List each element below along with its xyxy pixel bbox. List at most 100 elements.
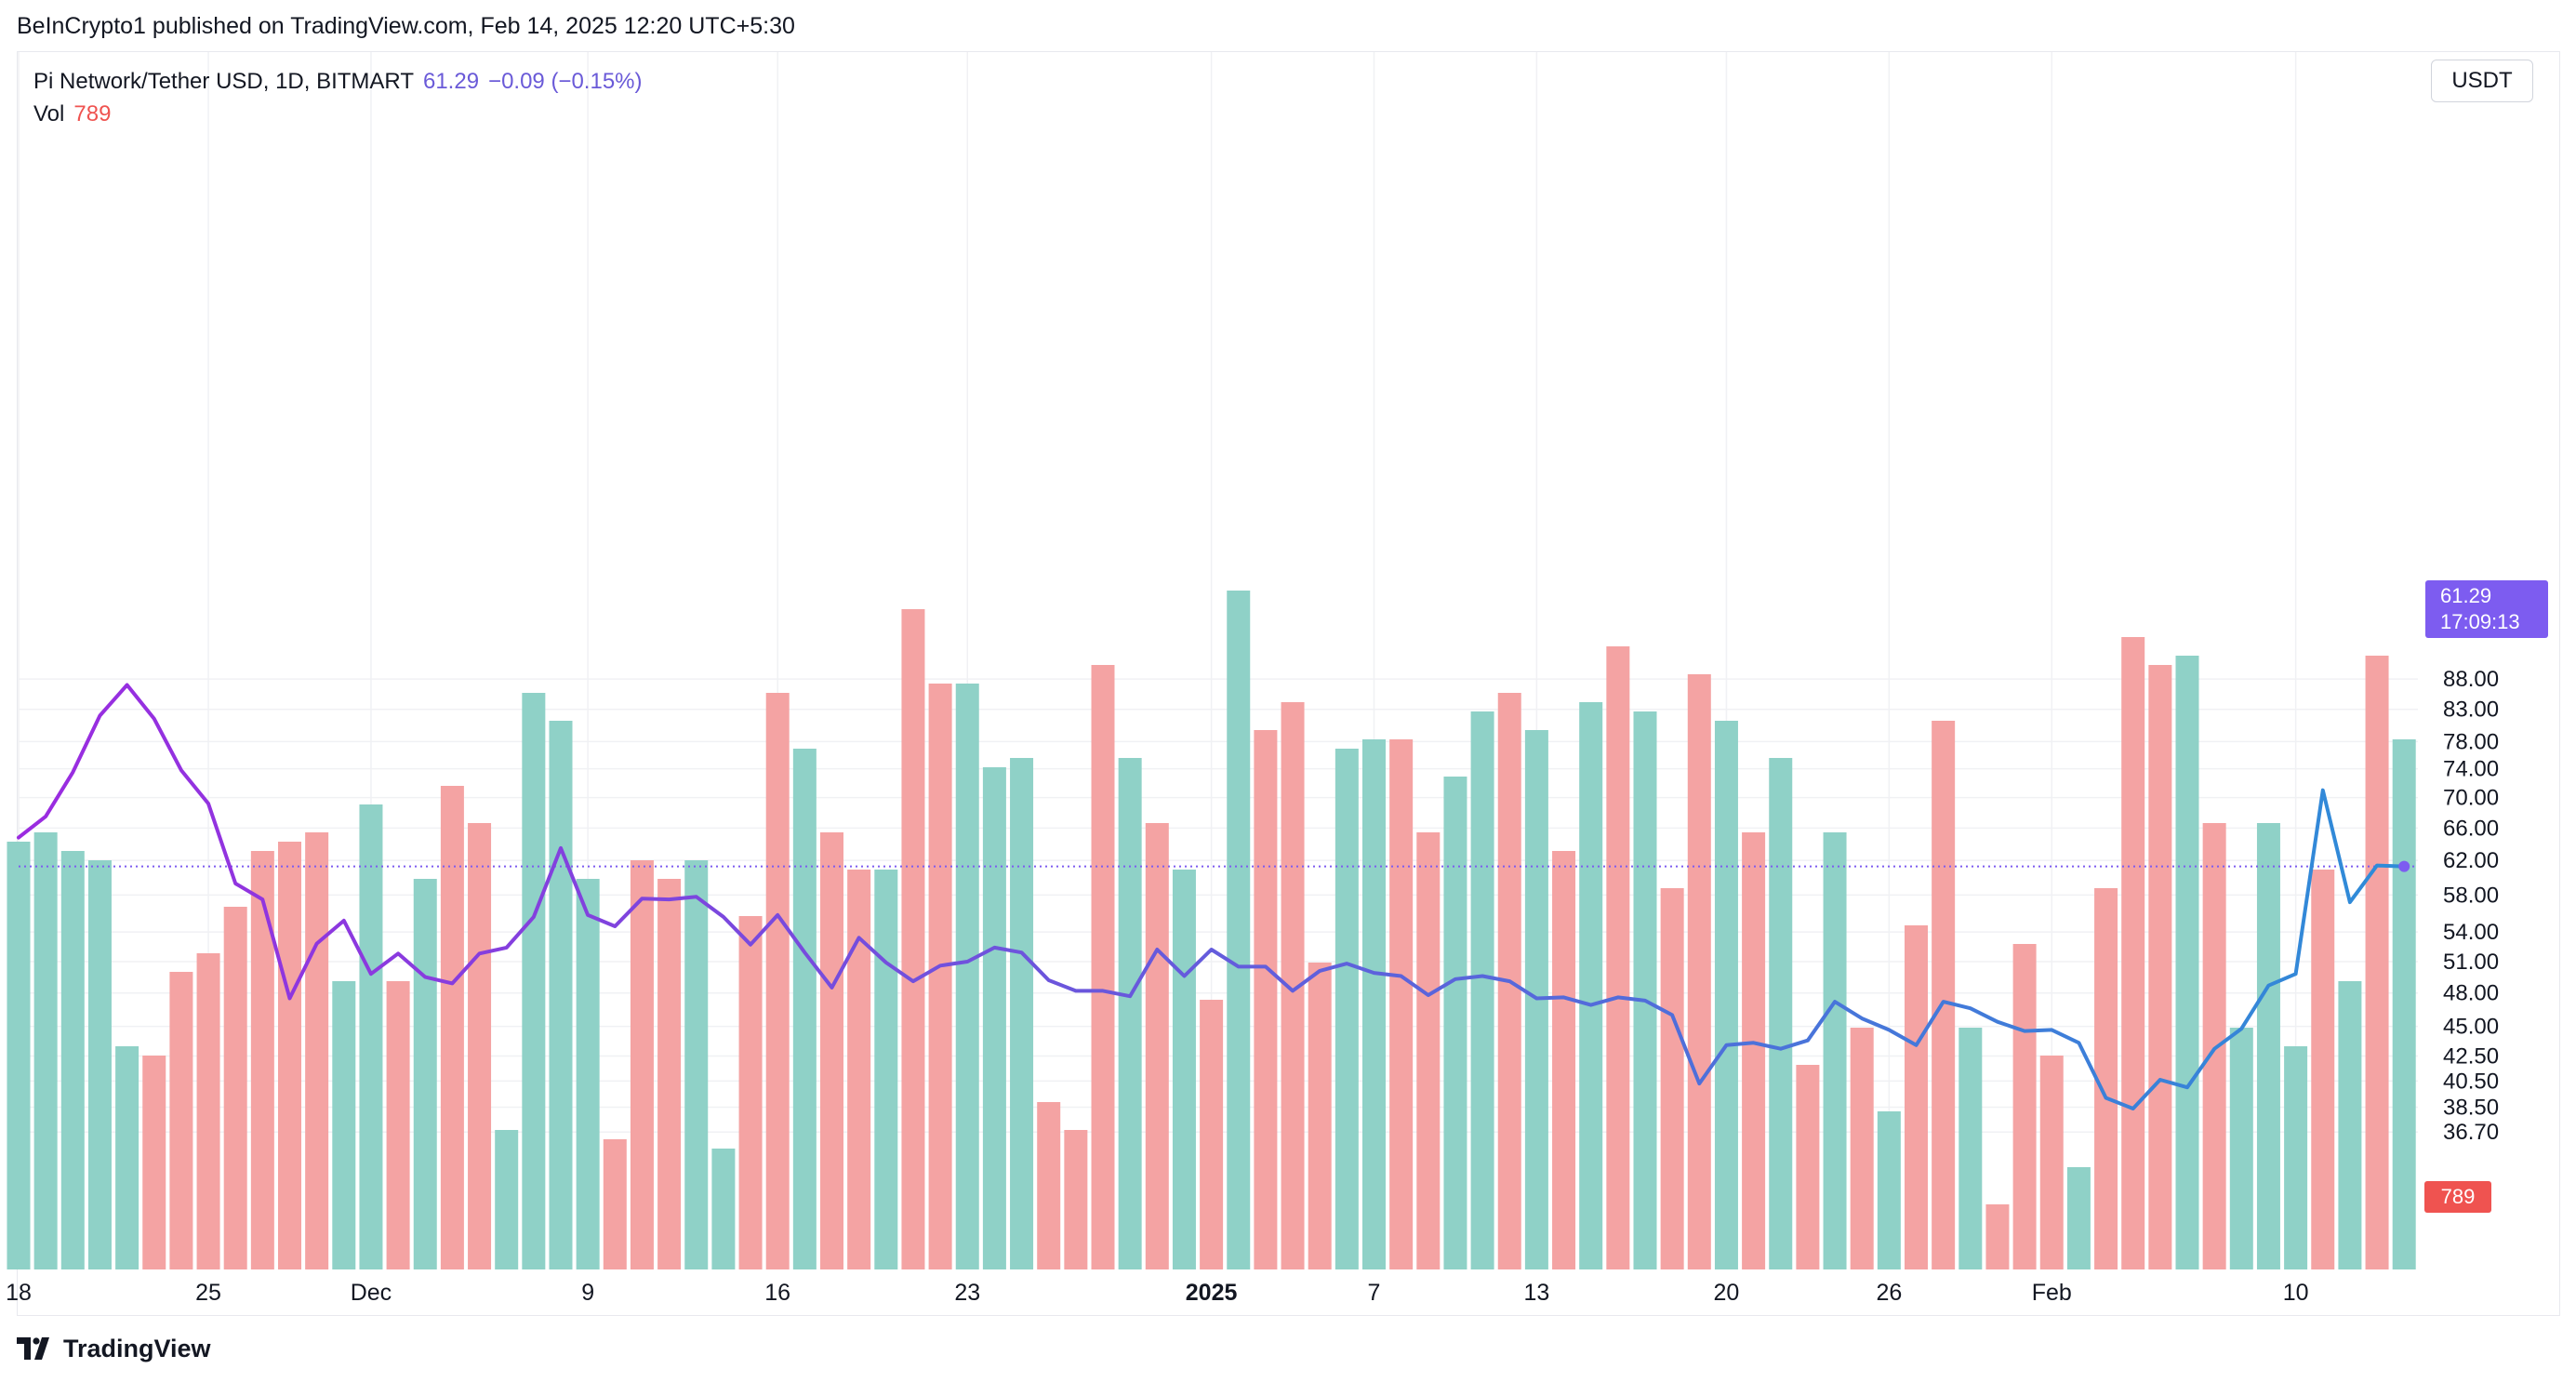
volume-bar [2202, 823, 2226, 1269]
price-axis-label: 66.00 [2443, 816, 2499, 841]
price-axis-label: 40.50 [2443, 1069, 2499, 1094]
volume-bar [250, 851, 274, 1269]
price-axis-label: 62.00 [2443, 848, 2499, 873]
tradingview-brand[interactable]: TradingView [17, 1333, 211, 1364]
publisher-byline: BeInCrypto1 published on TradingView.com… [17, 13, 795, 39]
last-price-badge-value: 61.29 [2440, 584, 2492, 607]
series-title: Pi Network/Tether USD, 1D, BITMART [33, 69, 414, 94]
price-axis-label: 74.00 [2443, 757, 2499, 782]
volume-bar [1010, 758, 1034, 1269]
volume-bars [7, 591, 2416, 1269]
volume-bar [792, 749, 817, 1269]
volume-bar [2148, 665, 2172, 1269]
legend-last-price: 61.29 [422, 69, 480, 94]
volume-bar [549, 721, 573, 1269]
volume-bar [1850, 1028, 1874, 1269]
bar-countdown: 17:09:13 [2440, 610, 2520, 633]
chart-legend: Pi Network/Tether USD, 1D, BITMART 61.29−… [33, 65, 643, 130]
volume-bar [1905, 925, 1928, 1269]
volume-bar [2284, 1046, 2308, 1269]
time-axis-label: Feb [2032, 1280, 2072, 1306]
volume-bar [1714, 721, 1738, 1269]
time-axis-label: 7 [1368, 1280, 1381, 1306]
volume-bar [1091, 665, 1115, 1269]
volume-bar [820, 832, 843, 1269]
legend-volume-row: Vol 789 [33, 98, 643, 130]
last-price-badge: 61.29 17:09:13 [2425, 580, 2548, 638]
volume-bar [2338, 981, 2362, 1269]
volume-bar [87, 860, 112, 1269]
time-axis-label: 2025 [1186, 1280, 1238, 1306]
volume-bar [1362, 739, 1386, 1269]
brand-name: TradingView [63, 1334, 211, 1362]
volume-bar [847, 870, 871, 1269]
last-volume-badge: 789 [2424, 1181, 2491, 1213]
volume-bar [630, 860, 654, 1269]
volume-bar [332, 981, 356, 1269]
volume-bar [1064, 1130, 1088, 1269]
legend-series-row: Pi Network/Tether USD, 1D, BITMART 61.29−… [33, 65, 643, 98]
volume-bar [1416, 832, 1441, 1269]
price-line [17, 683, 2407, 1110]
volume-bar [2039, 1056, 2064, 1269]
volume-bar [2311, 870, 2335, 1269]
volume-bar [1389, 739, 1414, 1269]
volume-bar [2175, 656, 2199, 1269]
volume-bar [2365, 656, 2389, 1269]
volume-bar [874, 870, 898, 1269]
volume-bar [1985, 1204, 2010, 1269]
currency-unit-button[interactable]: USDT [2431, 60, 2533, 102]
volume-bar [1796, 1065, 1820, 1269]
volume-bar [1145, 823, 1169, 1269]
price-axis: 88.00 83.00 78.00 74.00 70.00 66.00 62.00 58.00… [2443, 667, 2499, 1145]
volume-bar [1687, 674, 1711, 1269]
volume-bar [2066, 1167, 2091, 1269]
price-axis-label: 51.00 [2443, 950, 2499, 975]
time-axis-label: 16 [764, 1280, 790, 1306]
volume-bar [1172, 870, 1196, 1269]
volume-bar [1552, 851, 1576, 1269]
volume-bar [142, 1056, 166, 1269]
volume-label: Vol [33, 101, 65, 126]
volume-bar [1606, 646, 1630, 1269]
volume-bar [1579, 702, 1603, 1269]
volume-bar [278, 842, 301, 1269]
chart-frame[interactable] [17, 51, 2560, 1316]
volume-bar [928, 684, 952, 1269]
time-axis-label: 26 [1876, 1280, 1902, 1306]
volume-bar [1037, 1102, 1061, 1269]
price-axis-label: 48.00 [2443, 981, 2499, 1006]
volume-bar [657, 879, 682, 1269]
volume-bar [7, 842, 31, 1269]
price-axis-label: 54.00 [2443, 920, 2499, 945]
volume-bar [1823, 832, 1847, 1269]
volume-bar [576, 879, 600, 1269]
volume-bar [223, 907, 247, 1269]
time-axis-label: 18 [6, 1280, 32, 1306]
time-axis-label: 9 [581, 1280, 594, 1306]
volume-bar [495, 1130, 519, 1269]
volume-bar [1443, 777, 1467, 1269]
price-axis-label: 88.00 [2443, 667, 2499, 692]
last-price-point [2398, 860, 2410, 872]
volume-bar [1959, 1028, 1983, 1269]
time-axis-label: 13 [1523, 1280, 1549, 1306]
volume-bar [440, 786, 464, 1269]
tradingview-logo-icon [17, 1337, 49, 1360]
volume-bar [684, 860, 709, 1269]
volume-bar [1227, 591, 1251, 1269]
volume-bar [711, 1149, 736, 1269]
legend-change: −0.09 (−0.15%) [488, 69, 643, 94]
volume-bar [522, 693, 546, 1269]
volume-bar [603, 1139, 627, 1269]
time-axis: 18 25 Dec 9 16 23 2025 7 13 20 26 Feb 10 [6, 1280, 2308, 1306]
volume-bar [765, 693, 790, 1269]
volume-bar [1877, 1111, 1901, 1269]
price-axis-label: 70.00 [2443, 786, 2499, 811]
volume-bar [1118, 758, 1142, 1269]
volume-bar [1769, 758, 1793, 1269]
price-axis-label: 38.50 [2443, 1096, 2499, 1121]
volume-bar [60, 851, 85, 1269]
volume-bar [955, 684, 979, 1269]
